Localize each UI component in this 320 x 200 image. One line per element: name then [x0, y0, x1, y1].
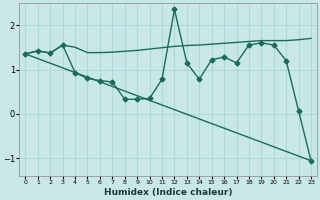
X-axis label: Humidex (Indice chaleur): Humidex (Indice chaleur) [104, 188, 232, 197]
